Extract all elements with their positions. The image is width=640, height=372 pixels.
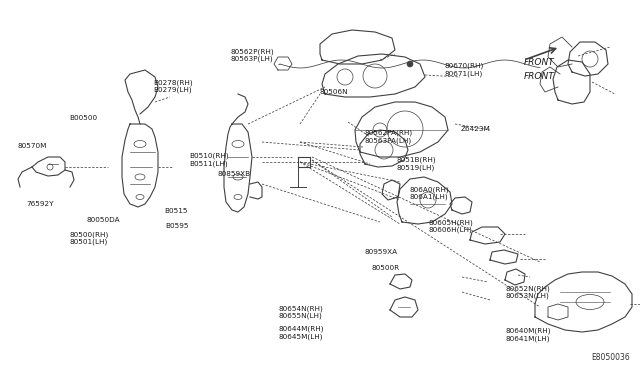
Text: FRONT: FRONT [524,72,554,81]
Text: E8050036: E8050036 [591,353,630,362]
Text: 80050DA: 80050DA [86,217,120,223]
Text: B0278(RH)
B0279(LH): B0278(RH) B0279(LH) [154,79,193,93]
Text: B00500: B00500 [69,115,97,121]
Text: 80859XB: 80859XB [218,171,251,177]
Text: 80652N(RH)
80653N(LH): 80652N(RH) 80653N(LH) [506,285,550,299]
Text: FRONT: FRONT [524,58,555,67]
Text: 80500R: 80500R [371,265,399,271]
Text: 80500(RH)
80501(LH): 80500(RH) 80501(LH) [69,231,108,245]
Text: 806A0(RH)
806A1(LH): 806A0(RH) 806A1(LH) [410,186,449,201]
Text: 80670(RH)
80671(LH): 80670(RH) 80671(LH) [445,63,484,77]
Text: B0510(RH)
B0511(LH): B0510(RH) B0511(LH) [189,153,228,167]
Text: 8051B(RH)
80519(LH): 8051B(RH) 80519(LH) [397,157,436,171]
Text: 80506N: 80506N [320,89,349,95]
Text: 80959XA: 80959XA [365,249,398,255]
Text: 80644M(RH)
80645M(LH): 80644M(RH) 80645M(LH) [278,326,324,340]
Text: 80640M(RH)
80641M(LH): 80640M(RH) 80641M(LH) [506,328,551,342]
Text: Z6423M: Z6423M [461,126,490,132]
Circle shape [407,61,413,67]
Text: 80605H(RH)
80606H(LH): 80605H(RH) 80606H(LH) [429,219,474,233]
Text: 80654N(RH)
80655N(LH): 80654N(RH) 80655N(LH) [278,305,323,320]
Text: 80562P(RH)
80563P(LH): 80562P(RH) 80563P(LH) [230,48,274,62]
Text: B0595: B0595 [165,223,189,229]
Text: 80562PA(RH)
80563PA(LH): 80562PA(RH) 80563PA(LH) [365,130,413,144]
Text: 76592Y: 76592Y [27,201,54,207]
Text: B0515: B0515 [164,208,188,214]
Text: 80570M: 80570M [18,143,47,149]
